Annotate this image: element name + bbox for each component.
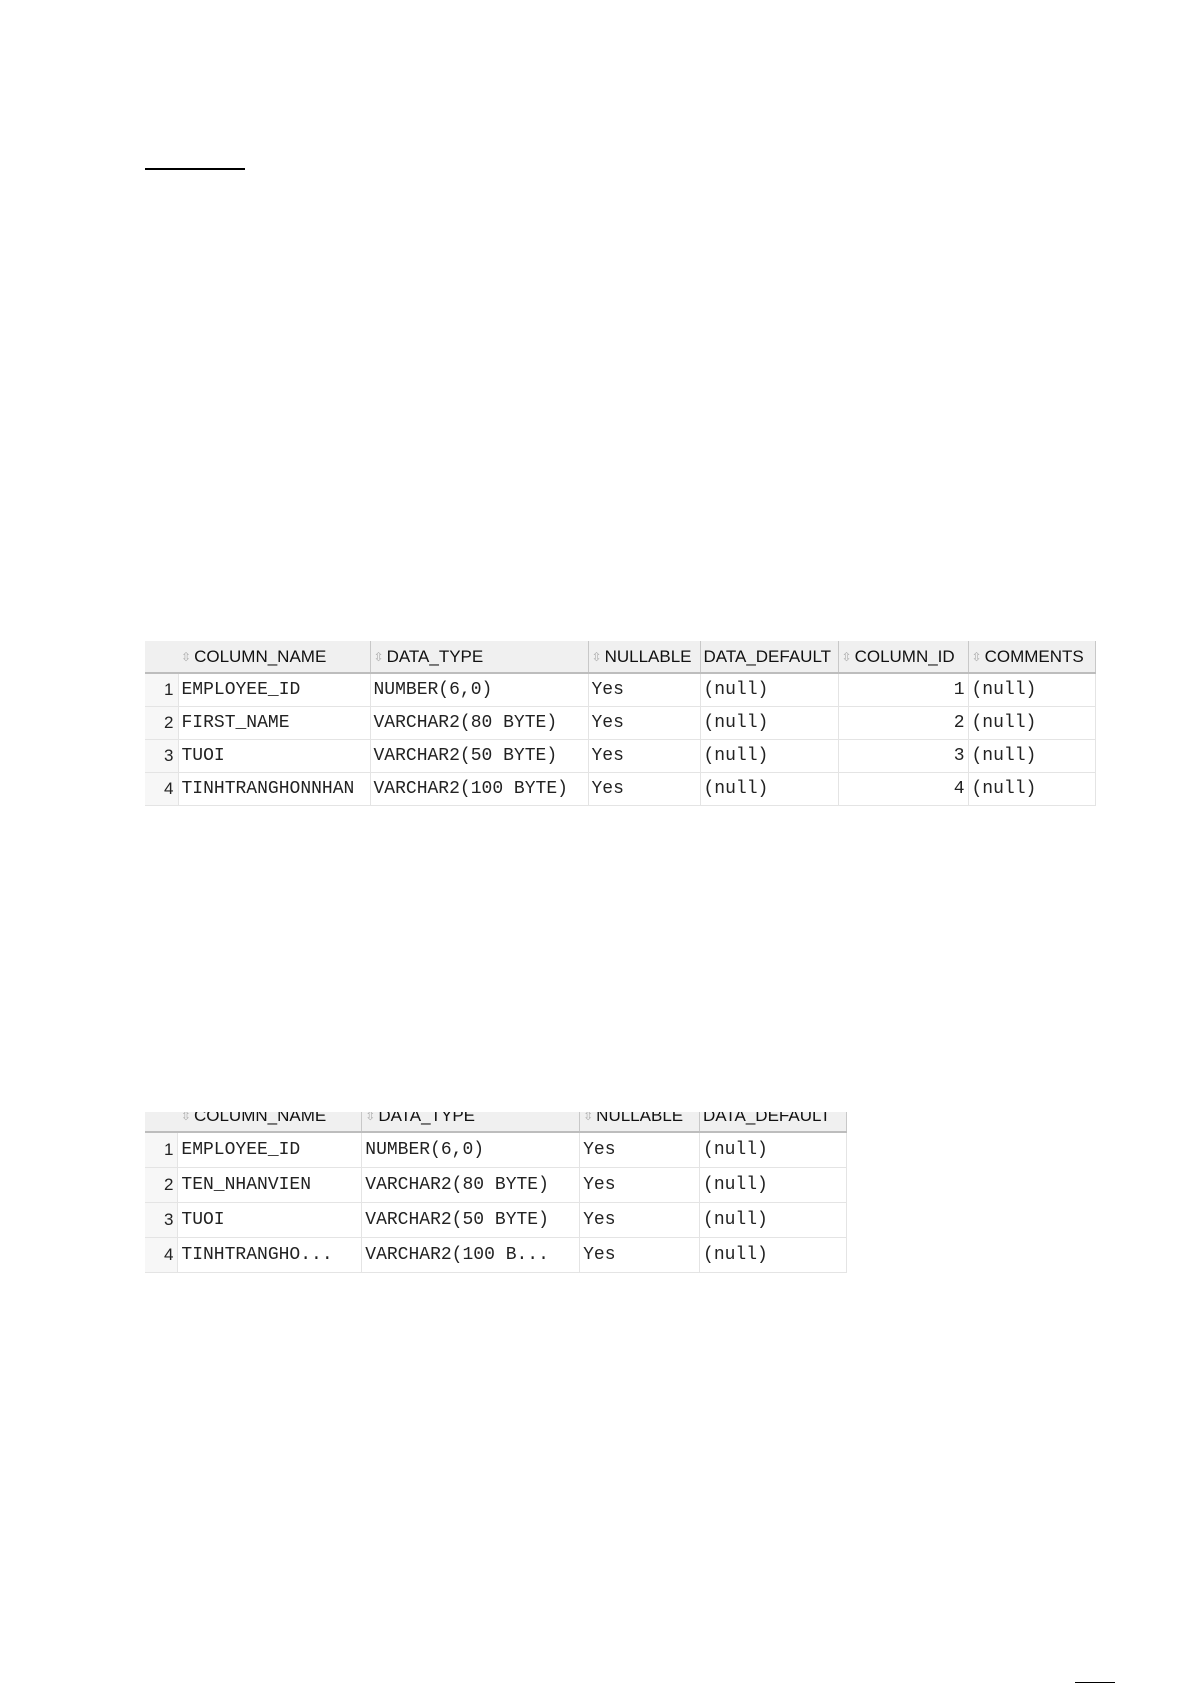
cell-type[interactable]: VARCHAR2(80 BYTE) bbox=[370, 706, 589, 740]
row-number-header bbox=[145, 1112, 178, 1133]
cell-default[interactable]: (null) bbox=[700, 739, 839, 773]
table-row[interactable]: 3 TUOI VARCHAR2(50 BYTE) Yes (null) bbox=[145, 1202, 847, 1238]
row-number: 2 bbox=[145, 1167, 179, 1203]
column-header-data-type[interactable]: ⇳ DATA_TYPE bbox=[370, 641, 589, 674]
column-header-nullable[interactable]: ⇳ NULLABLE bbox=[579, 1112, 701, 1133]
sort-arrows-icon[interactable]: ⇳ bbox=[180, 1112, 191, 1124]
cell-comments[interactable]: (null) bbox=[968, 739, 1096, 773]
cell-type[interactable]: VARCHAR2(50 BYTE) bbox=[370, 739, 589, 773]
cell-default[interactable]: (null) bbox=[700, 706, 839, 740]
row-number: 1 bbox=[145, 673, 179, 707]
cell-type[interactable]: VARCHAR2(100 B... bbox=[361, 1237, 581, 1273]
sort-arrows-icon[interactable]: ⇳ bbox=[373, 650, 384, 665]
columns-table-original: ⇳ COLUMN_NAME ⇳ DATA_TYPE ⇳ NULLABLE DATA_DEFA… bbox=[145, 641, 1096, 806]
row-number: 2 bbox=[145, 706, 179, 740]
table-row[interactable]: 1 EMPLOYEE_ID NUMBER(6,0) Yes (null) bbox=[145, 1132, 847, 1168]
column-header-label: DATA_DEFAULT bbox=[703, 1112, 831, 1125]
column-header-label: COMMENTS bbox=[984, 646, 1084, 666]
table-row[interactable]: 1 EMPLOYEE_ID NUMBER(6,0) Yes (null) 1 (null) bbox=[145, 673, 1096, 707]
column-header-nullable[interactable]: ⇳ NULLABLE bbox=[588, 641, 701, 674]
cell-type[interactable]: VARCHAR2(100 BYTE) bbox=[370, 772, 589, 806]
cell-default[interactable]: (null) bbox=[700, 772, 839, 806]
row-number: 3 bbox=[145, 1202, 179, 1238]
cell-nullable[interactable]: Yes bbox=[579, 1132, 701, 1168]
column-header-data-default[interactable]: DATA_DEFAULT bbox=[699, 1112, 847, 1133]
sort-arrows-icon[interactable]: ⇳ bbox=[365, 1112, 376, 1124]
column-header-label: NULLABLE bbox=[596, 1112, 684, 1125]
cell-nullable[interactable]: Yes bbox=[579, 1167, 701, 1203]
cell-id[interactable]: 1 bbox=[838, 673, 969, 707]
cell-default[interactable]: (null) bbox=[699, 1237, 847, 1273]
column-header-label: COLUMN_NAME bbox=[193, 1112, 327, 1125]
column-header-label: DATA_TYPE bbox=[386, 646, 484, 666]
sort-arrows-icon[interactable]: ⇳ bbox=[591, 650, 602, 665]
cell-comments[interactable]: (null) bbox=[968, 706, 1096, 740]
cell-name[interactable]: TINHTRANGHONNHAN bbox=[178, 772, 371, 806]
cell-nullable[interactable]: Yes bbox=[588, 772, 701, 806]
cell-nullable[interactable]: Yes bbox=[588, 673, 701, 707]
cell-type[interactable]: VARCHAR2(50 BYTE) bbox=[361, 1202, 581, 1238]
cell-name[interactable]: EMPLOYEE_ID bbox=[178, 673, 371, 707]
cell-nullable[interactable]: Yes bbox=[579, 1202, 701, 1238]
column-header-label: DATA_DEFAULT bbox=[703, 646, 832, 666]
row-number: 4 bbox=[145, 772, 179, 806]
column-header-data-type[interactable]: ⇳ DATA_TYPE bbox=[361, 1112, 581, 1133]
column-header-label: COLUMN_NAME bbox=[194, 646, 327, 666]
cell-comments[interactable]: (null) bbox=[968, 673, 1096, 707]
cell-default[interactable]: (null) bbox=[699, 1132, 847, 1168]
cell-default[interactable]: (null) bbox=[699, 1167, 847, 1203]
cell-comments[interactable]: (null) bbox=[968, 772, 1096, 806]
cell-id[interactable]: 4 bbox=[838, 772, 969, 806]
cell-name[interactable]: FIRST_NAME bbox=[178, 706, 371, 740]
cell-nullable[interactable]: Yes bbox=[588, 739, 701, 773]
cell-name[interactable]: EMPLOYEE_ID bbox=[177, 1132, 363, 1168]
table-row[interactable]: 2 FIRST_NAME VARCHAR2(80 BYTE) Yes (null) 2 (n… bbox=[145, 706, 1096, 740]
column-header-column-name[interactable]: ⇳ COLUMN_NAME bbox=[177, 1112, 363, 1133]
cell-id[interactable]: 3 bbox=[838, 739, 969, 773]
cell-nullable[interactable]: Yes bbox=[579, 1237, 701, 1273]
row-number-header bbox=[145, 641, 178, 674]
table-row[interactable]: 4 TINHTRANGHO... VARCHAR2(100 B... Yes (null… bbox=[145, 1237, 847, 1273]
cell-default[interactable]: (null) bbox=[699, 1202, 847, 1238]
column-header-column-name[interactable]: ⇳ COLUMN_NAME bbox=[178, 641, 371, 674]
cell-name[interactable]: TINHTRANGHO... bbox=[177, 1237, 363, 1273]
cell-type[interactable]: VARCHAR2(80 BYTE) bbox=[361, 1167, 581, 1203]
cell-type[interactable]: NUMBER(6,0) bbox=[361, 1132, 581, 1168]
table-row[interactable]: 3 TUOI VARCHAR2(50 BYTE) Yes (null) 3 (null) bbox=[145, 739, 1096, 773]
cell-type[interactable]: NUMBER(6,0) bbox=[370, 673, 589, 707]
column-header-label: COLUMN_ID bbox=[854, 646, 955, 666]
row-number: 1 bbox=[145, 1132, 179, 1168]
heading-underline bbox=[145, 168, 245, 170]
cell-name[interactable]: TUOI bbox=[177, 1202, 363, 1238]
columns-table-renamed: ⇳ COLUMN_NAME ⇳ DATA_TYPE ⇳ NULLABLE DATA_DEFA… bbox=[145, 1112, 847, 1273]
cell-default[interactable]: (null) bbox=[700, 673, 839, 707]
sort-arrows-icon[interactable]: ⇳ bbox=[971, 650, 982, 665]
cell-id[interactable]: 2 bbox=[838, 706, 969, 740]
sort-arrows-icon[interactable]: ⇳ bbox=[181, 650, 192, 665]
row-number: 4 bbox=[145, 1237, 179, 1273]
column-header-data-default[interactable]: DATA_DEFAULT bbox=[700, 641, 839, 674]
table-row[interactable]: 4 TINHTRANGHONNHAN VARCHAR2(100 BYTE) Yes (n… bbox=[145, 772, 1096, 806]
cell-name[interactable]: TEN_NHANVIEN bbox=[177, 1167, 363, 1203]
columns-table-renamed-viewport: ⇳ COLUMN_NAME ⇳ DATA_TYPE ⇳ NULLABLE DATA_DEFA… bbox=[145, 1112, 847, 1282]
table-row[interactable]: 2 TEN_NHANVIEN VARCHAR2(80 BYTE) Yes (null) bbox=[145, 1167, 847, 1203]
cell-name[interactable]: TUOI bbox=[178, 739, 371, 773]
footer-rule bbox=[1075, 1682, 1115, 1683]
row-number: 3 bbox=[145, 739, 179, 773]
column-header-label: DATA_TYPE bbox=[378, 1112, 475, 1125]
cell-nullable[interactable]: Yes bbox=[588, 706, 701, 740]
column-header-label: NULLABLE bbox=[604, 646, 692, 666]
sort-arrows-icon[interactable]: ⇳ bbox=[583, 1112, 594, 1124]
column-header-column-id[interactable]: ⇳ COLUMN_ID bbox=[838, 641, 969, 674]
sort-arrows-icon[interactable]: ⇳ bbox=[841, 650, 852, 665]
column-header-comments[interactable]: ⇳ COMMENTS bbox=[968, 641, 1096, 674]
